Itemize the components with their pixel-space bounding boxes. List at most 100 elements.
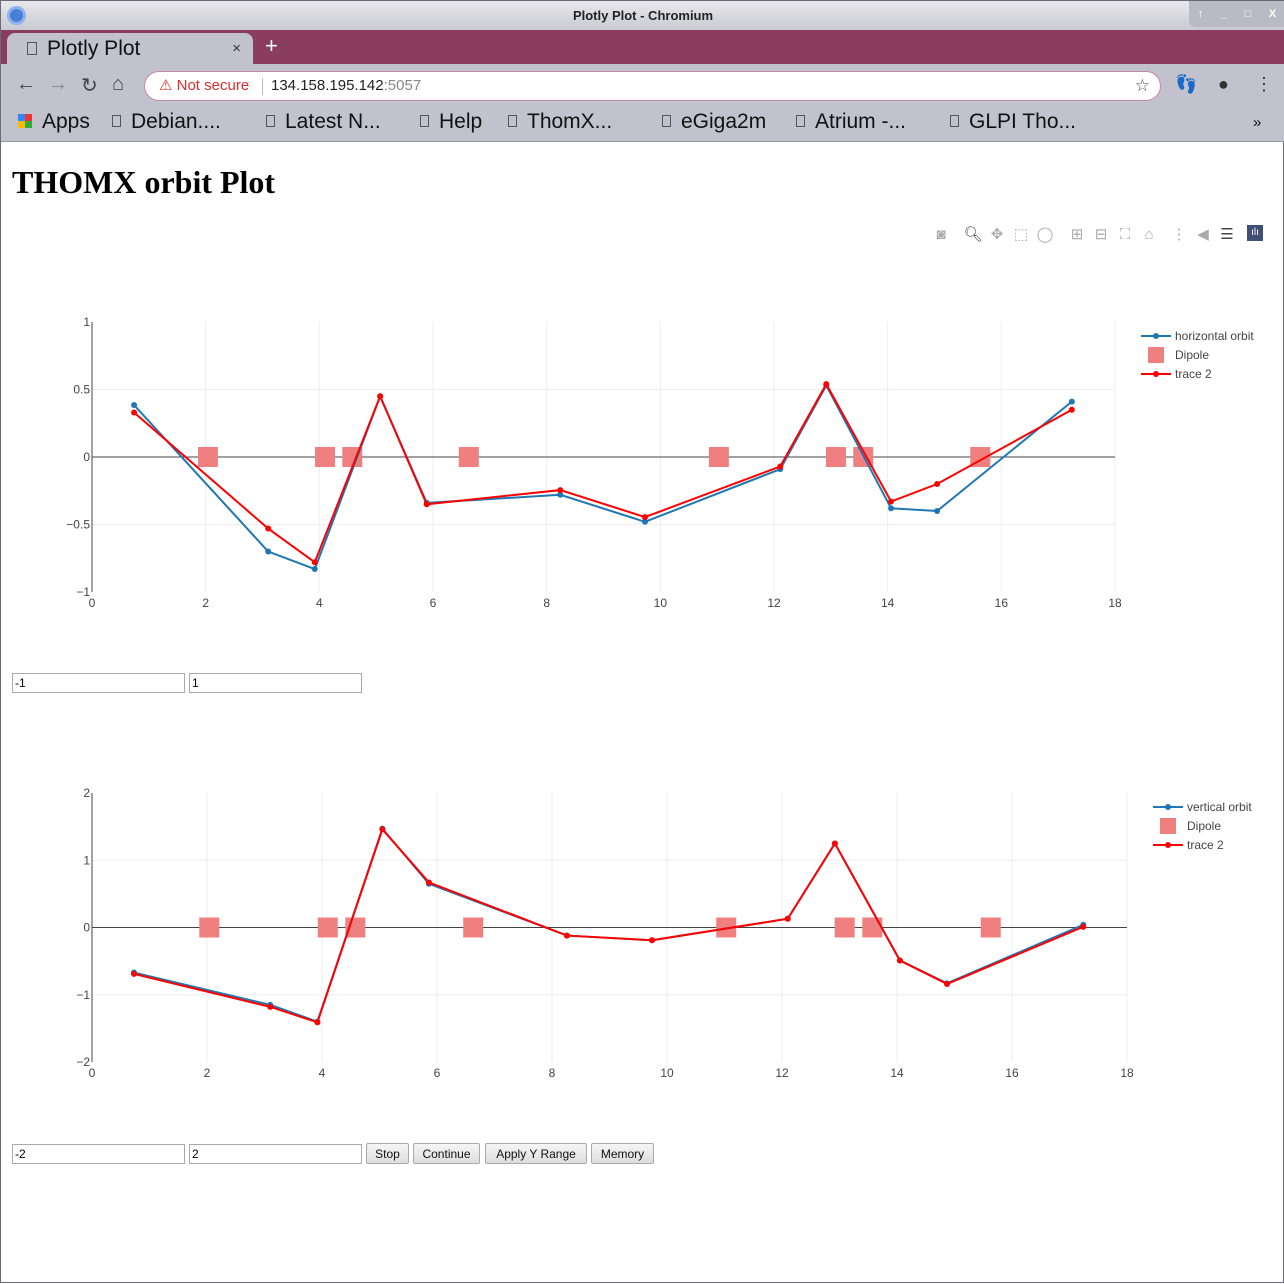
trace-2-point — [311, 559, 318, 566]
page-icon — [420, 115, 429, 127]
camera-icon[interactable]: ◙ — [936, 226, 946, 243]
continue-button[interactable]: Continue — [413, 1143, 480, 1164]
memory-button[interactable]: Memory — [591, 1143, 654, 1164]
trace-2-point — [823, 381, 830, 388]
extension-icon[interactable]: 👣 — [1175, 74, 1198, 94]
trace-2-point — [831, 840, 838, 847]
autoscale-icon[interactable]: ⛶ — [1119, 226, 1131, 243]
trace-2-point — [130, 970, 137, 977]
horizontal-ymin-input[interactable] — [12, 673, 185, 693]
close-window-icon[interactable]: X — [1268, 7, 1277, 20]
trace-2-line — [133, 382, 1073, 564]
box-select-icon[interactable]: ⬚ — [1013, 226, 1029, 243]
bookmark-latest[interactable]: Latest N... — [266, 110, 381, 134]
bookmark-thomx[interactable]: ThomX... — [508, 110, 612, 134]
x-tick-label: 4 — [319, 1066, 326, 1080]
legend-trace-2: trace 2 — [1175, 367, 1212, 381]
bookmark-glpi[interactable]: GLPI Tho... — [950, 110, 1076, 134]
trace-2-point — [896, 957, 903, 964]
dipole-marker — [199, 917, 220, 938]
trace-2-point — [944, 980, 951, 987]
dipole-marker — [862, 917, 883, 938]
tab-plotly-plot[interactable]: Plotly Plot × — [7, 33, 253, 64]
spike-lines-icon[interactable]: ⋮ — [1171, 226, 1187, 243]
address-bar[interactable]: ⚠ Not secure 134.158.195.142:5057 ☆ — [144, 71, 1161, 101]
legend-marker-icon — [1165, 842, 1171, 848]
home-icon[interactable]: ⌂ — [1144, 226, 1154, 243]
trace-2-point — [777, 463, 784, 470]
bookmarks-overflow[interactable]: » — [1253, 114, 1262, 131]
trace-2-point — [379, 826, 386, 833]
horizontal-ymax-input[interactable] — [189, 673, 362, 693]
back-icon[interactable]: ← — [16, 73, 36, 95]
legend-marker-icon — [1165, 804, 1171, 810]
bookmark-debian[interactable]: Debian.... — [112, 110, 221, 134]
minimize-icon[interactable]: _ — [1220, 7, 1228, 20]
page-icon — [796, 115, 805, 127]
trace-2-line — [133, 827, 1084, 1024]
x-tick-label: 16 — [995, 596, 1009, 610]
plotly-logo-icon[interactable]: ılı — [1247, 225, 1263, 241]
window-titlebar: Plotly Plot - Chromium ↑ _ □ X — [1, 1, 1284, 30]
maximize-icon[interactable]: □ — [1244, 7, 1252, 20]
lasso-icon[interactable]: ◯ — [1036, 226, 1054, 243]
dipole-marker — [716, 917, 737, 938]
bookmark-atrium[interactable]: Atrium -... — [796, 110, 906, 134]
zoom-icon[interactable]: 🔍︎ — [963, 226, 983, 243]
url-text[interactable]: 134.158.195.142:5057 — [271, 77, 422, 94]
vertical-ymin-input[interactable] — [12, 1144, 185, 1164]
tab-close-button[interactable]: × — [232, 40, 241, 57]
horizontal-orbit-point — [641, 518, 648, 525]
apps-icon — [18, 114, 32, 128]
legend-trace-2: trace 2 — [1187, 838, 1224, 852]
bookmark-apps[interactable]: Apps — [18, 110, 90, 134]
hover-closest-icon[interactable]: ◀ — [1197, 226, 1209, 243]
x-tick-label: 12 — [767, 596, 781, 610]
stop-button[interactable]: Stop — [366, 1143, 409, 1164]
vertical-ymax-input[interactable] — [189, 1144, 362, 1164]
trace-2-point — [1080, 923, 1087, 930]
horizontal-orbit-point — [934, 508, 941, 514]
page-icon — [950, 115, 959, 127]
x-tick-label: 14 — [890, 1066, 904, 1080]
y-tick-label: −1 — [76, 988, 90, 1002]
y-tick-label: −0.5 — [66, 518, 90, 532]
apply-y-range-button[interactable]: Apply Y Range — [485, 1143, 587, 1164]
window-up-icon[interactable]: ↑ — [1197, 7, 1204, 20]
profile-icon[interactable]: ● — [1218, 74, 1229, 94]
forward-icon[interactable]: → — [48, 73, 68, 95]
bookmark-egiga2m[interactable]: eGiga2m — [662, 110, 766, 134]
horizontal-orbit-point — [888, 505, 895, 512]
trace-2-point — [557, 487, 564, 494]
bookmark-help[interactable]: Help — [420, 110, 482, 134]
y-tick-label: 1 — [83, 315, 90, 329]
chromium-logo-icon — [7, 6, 26, 25]
legend-marker-icon — [1153, 371, 1159, 377]
trace-2-point — [934, 481, 941, 487]
bookmark-star-icon[interactable]: ☆ — [1134, 76, 1150, 95]
x-tick-label: 16 — [1005, 1066, 1019, 1080]
reload-icon[interactable]: ↻ — [81, 75, 98, 97]
window-controls: ↑ _ □ X — [1189, 1, 1284, 27]
pan-icon[interactable]: ✥ — [990, 226, 1004, 243]
x-tick-label: 12 — [775, 1066, 789, 1080]
new-tab-button[interactable]: + — [265, 33, 278, 58]
y-tick-label: −2 — [76, 1055, 90, 1069]
tab-label: Plotly Plot — [47, 37, 141, 60]
not-secure-label[interactable]: ⚠ Not secure — [159, 77, 250, 94]
trace-2-point — [425, 879, 432, 886]
home-icon[interactable]: ⌂ — [112, 73, 125, 95]
zoom-in-icon[interactable]: ⊞ — [1070, 226, 1084, 243]
dipole-marker — [980, 917, 1001, 938]
menu-icon[interactable]: ⋮ — [1255, 74, 1273, 94]
dipole-marker — [825, 447, 846, 467]
hover-compare-icon[interactable]: ☰ — [1220, 226, 1234, 243]
dipole-marker — [315, 447, 336, 467]
trace-2-point — [649, 937, 656, 944]
legend-dipole: Dipole — [1175, 348, 1209, 362]
trace-2-point — [784, 915, 791, 922]
legend-square-icon — [1148, 347, 1164, 363]
zoom-out-icon[interactable]: ⊟ — [1094, 226, 1108, 243]
dipole-marker — [458, 447, 479, 467]
